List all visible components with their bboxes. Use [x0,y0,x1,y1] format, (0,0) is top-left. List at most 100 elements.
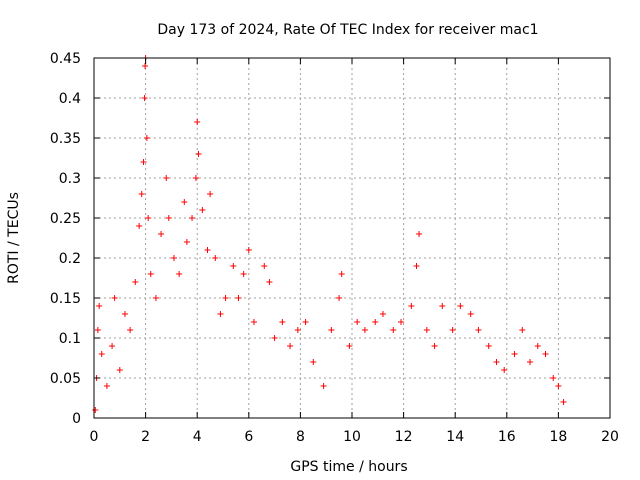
data-point [346,343,353,349]
data-point [127,327,134,333]
y-tick-label: 0.45 [50,51,81,67]
data-point [194,119,201,125]
data-point [361,327,368,333]
data-point [294,327,301,333]
x-tick-labels: 0 2 4 6 8 10 12 14 16 18 20 [90,429,619,445]
data-point [485,343,492,349]
data-point [204,247,211,253]
x-tick-label: 20 [601,429,619,445]
data-point [235,295,242,301]
data-point [181,199,188,205]
data-point [328,327,335,333]
data-point [165,215,172,221]
data-point [109,343,116,349]
data-point [475,327,482,333]
tick-layer [93,57,611,419]
data-point [266,279,273,285]
data-point [240,271,247,277]
data-point [152,295,159,301]
y-tick-label: 0.4 [59,91,81,107]
data-point [183,239,190,245]
y-tick-label: 0.1 [59,331,81,347]
data-point [142,63,149,69]
data-point [163,175,170,181]
data-point [449,327,456,333]
x-tick-label: 18 [549,429,567,445]
data-point [170,255,177,261]
data-point [379,311,386,317]
data-point [423,327,430,333]
data-point [111,295,118,301]
data-point [457,303,464,309]
y-tick-label: 0.05 [50,371,81,387]
data-point [261,263,268,269]
data-point [320,383,327,389]
data-point [372,319,379,325]
data-point [493,359,500,365]
y-tick-label: 0.2 [59,251,81,267]
data-point [519,327,526,333]
data-point [250,319,257,325]
data-point [141,95,148,101]
data-point [132,279,139,285]
data-point [207,191,214,197]
data-point [140,159,147,165]
data-point [143,135,150,141]
data-point [192,175,199,181]
data-point [94,327,101,333]
data-point [195,151,202,157]
data-point [217,311,224,317]
data-point [416,231,423,237]
data-point [550,375,557,381]
data-point [413,263,420,269]
data-point [511,351,518,357]
data-point [245,247,252,253]
data-point [145,215,152,221]
data-point [230,263,237,269]
data-point [287,343,294,349]
data-point [158,231,165,237]
data-point [92,407,99,413]
data-point [189,215,196,221]
y-tick-label: 0.35 [50,131,81,147]
x-tick-label: 16 [498,429,516,445]
data-point [116,367,123,373]
x-axis-label: GPS time / hours [290,459,407,475]
data-point [527,359,534,365]
data-point [147,271,154,277]
data-point [103,383,110,389]
grid-layer [94,58,610,418]
data-point [279,319,286,325]
data-point [555,383,562,389]
data-point [336,295,343,301]
data-point [136,223,143,229]
data-point [212,255,219,261]
x-tick-label: 4 [193,429,202,445]
data-point [176,271,183,277]
data-point [354,319,361,325]
data-point [98,351,105,357]
data-point [138,191,145,197]
y-axis-label: ROTI / TECUs [6,192,22,284]
data-point [501,367,508,373]
data-point [199,207,206,213]
data-layer [92,55,567,413]
data-point [96,303,103,309]
data-point [408,303,415,309]
data-point [271,335,278,341]
y-tick-label: 0.15 [50,291,81,307]
x-tick-label: 2 [141,429,150,445]
y-tick-label: 0 [72,411,81,427]
y-tick-label: 0.3 [59,171,81,187]
data-point [310,359,317,365]
x-tick-label: 12 [395,429,413,445]
y-tick-label: 0.25 [50,211,81,227]
data-point [121,311,128,317]
data-point [542,351,549,357]
data-point [222,295,229,301]
data-point [534,343,541,349]
x-tick-label: 0 [90,429,99,445]
data-point [390,327,397,333]
x-tick-label: 8 [296,429,305,445]
data-point [398,319,405,325]
